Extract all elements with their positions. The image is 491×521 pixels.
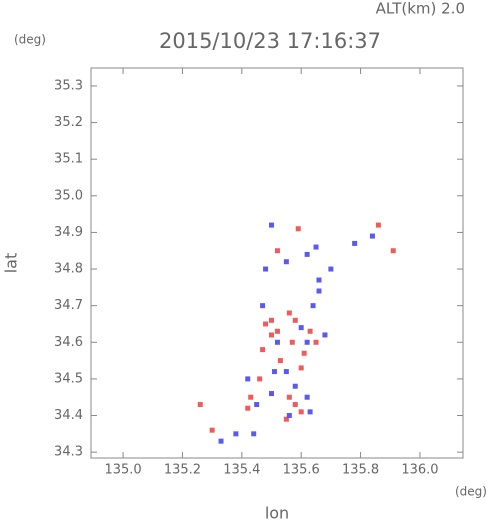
- y-tick-label: 34.3: [54, 445, 83, 460]
- y-tick-label: 34.6: [54, 335, 83, 350]
- y-tick-label: 34.5: [54, 371, 83, 386]
- data-point: [283, 369, 289, 375]
- data-point: [298, 365, 304, 371]
- data-point: [313, 339, 319, 345]
- data-point: [254, 402, 260, 408]
- data-point: [209, 427, 215, 433]
- y-tick-label: 34.9: [54, 225, 83, 240]
- y-axis-label: lat: [2, 253, 21, 274]
- data-point: [286, 394, 292, 400]
- x-tick-label: 135.4: [223, 463, 260, 478]
- data-point: [260, 347, 266, 353]
- data-point: [369, 233, 375, 239]
- plot-frame: [90, 67, 464, 459]
- y-unit: (deg): [14, 33, 46, 47]
- data-point: [269, 317, 275, 323]
- data-point: [295, 226, 301, 232]
- data-point: [277, 358, 283, 364]
- data-point: [248, 394, 254, 400]
- data-point: [283, 259, 289, 265]
- data-point: [304, 251, 310, 257]
- data-point: [269, 332, 275, 338]
- y-tick-label: 35.0: [54, 188, 83, 203]
- x-axis-label: lon: [265, 504, 289, 521]
- data-point: [286, 310, 292, 316]
- data-point: [274, 328, 280, 334]
- data-point: [301, 350, 307, 356]
- x-tick-label: 135.6: [283, 463, 320, 478]
- altitude-label: ALT(km) 2.0: [376, 0, 465, 18]
- data-point: [307, 328, 313, 334]
- data-point: [263, 321, 269, 327]
- data-point: [218, 438, 224, 444]
- y-tick-label: 34.4: [54, 408, 83, 423]
- data-point: [292, 402, 298, 408]
- data-point: [316, 277, 322, 283]
- y-tick-label: 34.8: [54, 262, 83, 277]
- data-point: [271, 369, 277, 375]
- data-point: [322, 332, 328, 338]
- data-point: [304, 339, 310, 345]
- data-point: [263, 266, 269, 272]
- data-point: [283, 416, 289, 422]
- x-unit: (deg): [455, 485, 487, 499]
- chart-title: 2015/10/23 17:16:37: [159, 29, 381, 53]
- x-tick-label: 135.0: [104, 463, 141, 478]
- data-point: [233, 431, 239, 437]
- data-point: [352, 240, 358, 246]
- data-point: [257, 376, 263, 382]
- data-point: [292, 317, 298, 323]
- y-tick-label: 35.3: [54, 78, 83, 93]
- data-point: [286, 413, 292, 419]
- data-point: [307, 409, 313, 415]
- data-point: [292, 383, 298, 389]
- x-tick-label: 135.2: [164, 463, 201, 478]
- data-point: [197, 402, 203, 408]
- data-point: [274, 339, 280, 345]
- y-tick-label: 35.1: [54, 152, 83, 167]
- data-point: [298, 409, 304, 415]
- data-point: [274, 248, 280, 254]
- data-point: [390, 248, 396, 254]
- data-point: [310, 303, 316, 309]
- data-point: [328, 266, 334, 272]
- x-tick-label: 135.8: [342, 463, 379, 478]
- data-point: [269, 391, 275, 397]
- data-point: [375, 222, 381, 228]
- data-point: [269, 222, 275, 228]
- data-point: [245, 405, 251, 411]
- data-point: [316, 288, 322, 294]
- data-point: [304, 394, 310, 400]
- y-tick-label: 35.2: [54, 115, 83, 130]
- y-tick-label: 34.7: [54, 298, 83, 313]
- data-point: [260, 303, 266, 309]
- data-point: [298, 325, 304, 331]
- data-point: [245, 376, 251, 382]
- data-point: [289, 339, 295, 345]
- data-point: [251, 431, 257, 437]
- data-point: [313, 244, 319, 250]
- x-tick-label: 136.0: [401, 463, 438, 478]
